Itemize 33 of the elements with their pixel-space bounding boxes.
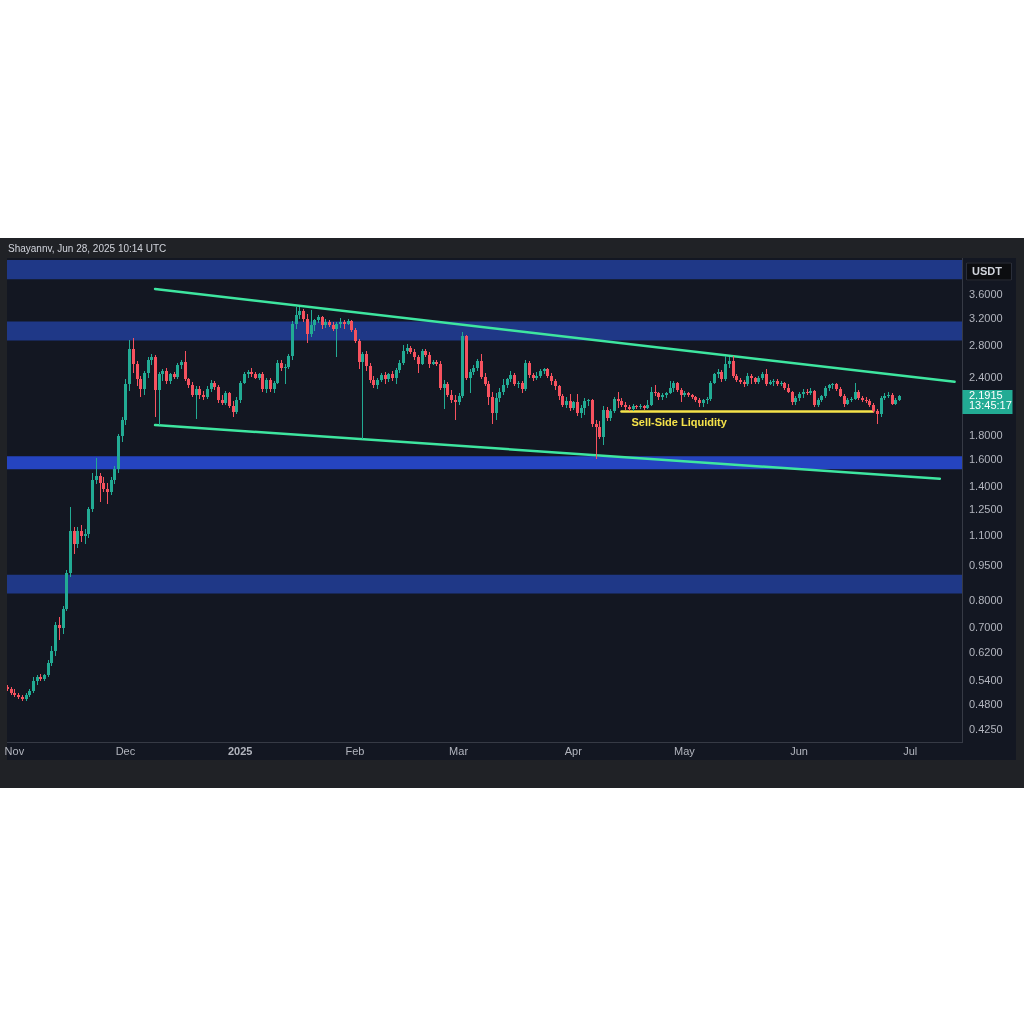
x-tick-label: Mar	[449, 744, 469, 757]
x-tick-label: Apr	[564, 744, 583, 757]
candlestick	[654, 385, 657, 396]
y-tick-label: 2.8000	[969, 339, 1003, 352]
y-tick-label: 1.1000	[969, 529, 1003, 542]
y-tick-label: 0.6200	[969, 645, 1003, 658]
x-tick-label: Jun	[790, 744, 809, 757]
y-tick-label: 0.5400	[969, 673, 1003, 686]
y-tick-label: 0.7000	[969, 621, 1003, 634]
text: 13:45:17	[969, 399, 1012, 412]
y-tick-label: 1.6000	[969, 453, 1003, 466]
x-tick-label: Dec	[115, 744, 136, 757]
y-tick-label: 0.4800	[969, 697, 1003, 710]
y-tick-label: 3.6000	[969, 288, 1003, 301]
candlestick	[454, 395, 457, 420]
chart-title: Shayannv, Jun 28, 2025 10:14 UTC	[8, 242, 167, 254]
y-tick-label: 2.4000	[969, 370, 1003, 383]
y-tick-label: 0.9500	[969, 559, 1003, 572]
y-tick-label: 1.8000	[969, 429, 1003, 442]
series-label: Sell-Side Liquidity	[631, 416, 728, 429]
y-tick-label: 1.2500	[969, 503, 1003, 516]
x-tick-label: Feb	[345, 744, 365, 757]
x-tick-label: May	[673, 744, 696, 757]
x-tick-label: 2025	[227, 744, 253, 757]
candlestick	[361, 352, 364, 439]
y-tick-label: 1.4000	[969, 480, 1003, 493]
y-tick-label: 3.2000	[969, 312, 1003, 325]
y-tick-label: 0.4250	[969, 722, 1003, 735]
y-tick-label: 0.8000	[969, 594, 1003, 607]
x-tick-label: Jul	[903, 744, 918, 757]
y-axis-title: USDT	[972, 264, 1003, 277]
x-tick-label: Nov	[4, 744, 25, 757]
text: 2.1915	[969, 389, 1003, 402]
